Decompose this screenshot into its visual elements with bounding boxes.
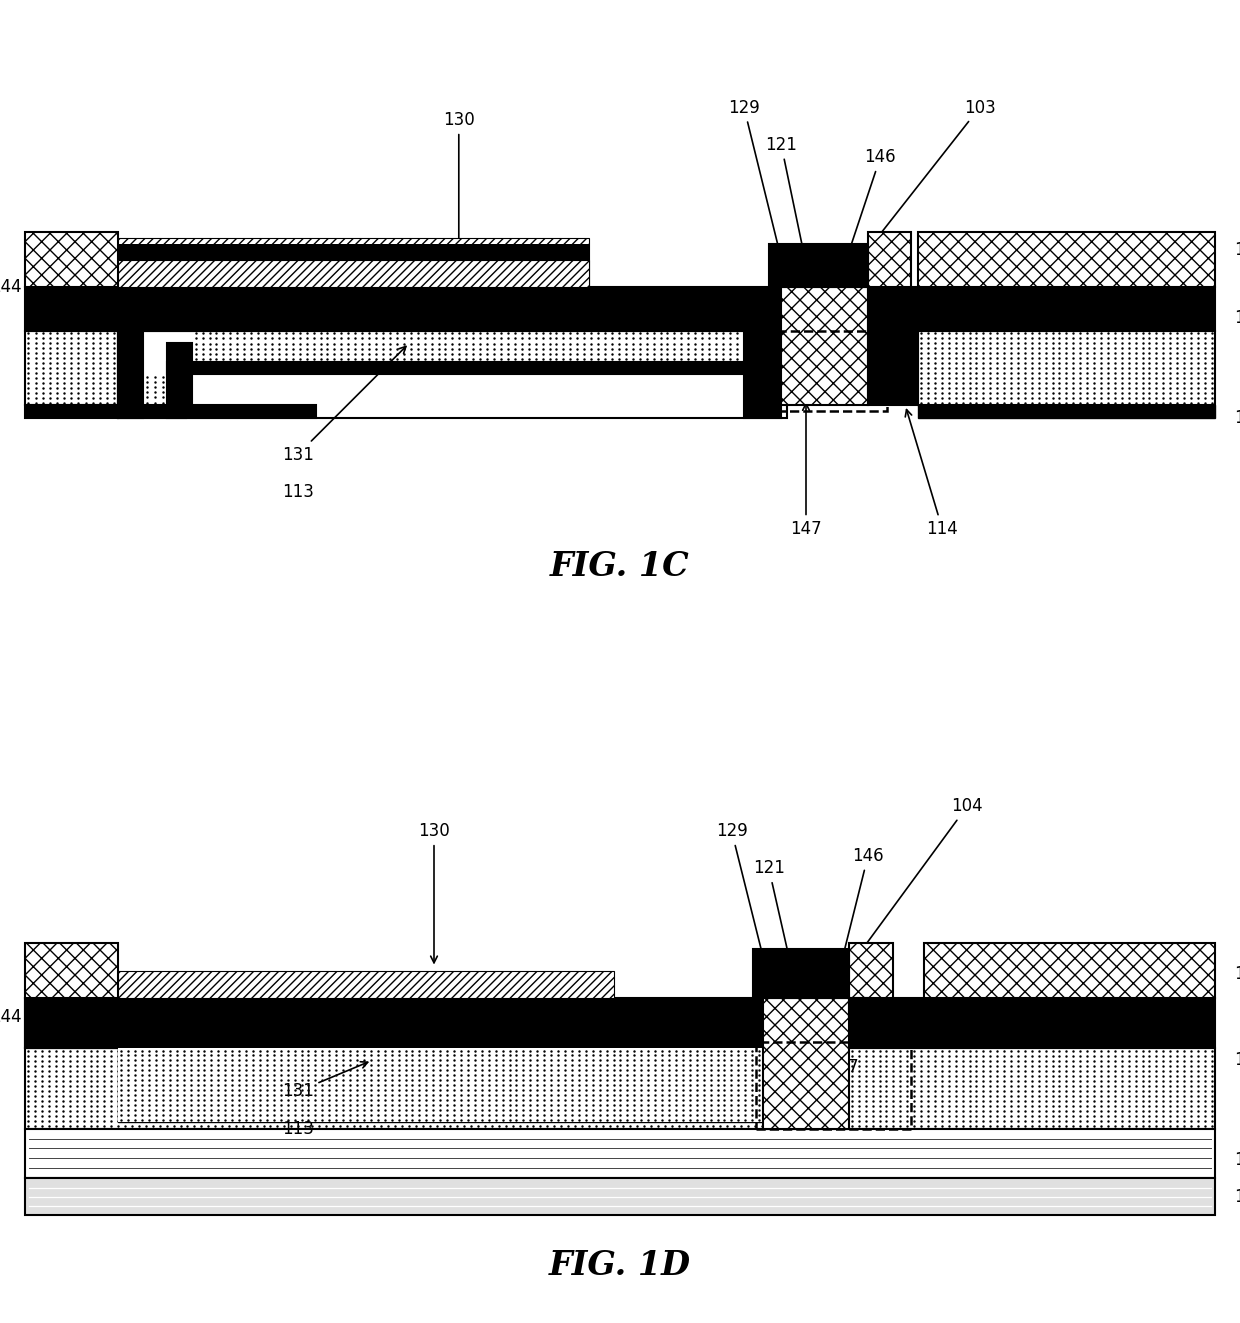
Text: 121: 121 bbox=[753, 859, 801, 1000]
Text: 103: 103 bbox=[846, 98, 996, 278]
Bar bbox=[25, 287, 118, 331]
Bar bbox=[763, 999, 849, 1129]
Bar bbox=[118, 243, 589, 261]
Text: 144: 144 bbox=[0, 278, 22, 296]
Text: 113: 113 bbox=[281, 1119, 314, 1138]
Bar bbox=[192, 331, 775, 361]
Bar bbox=[744, 331, 781, 418]
Bar bbox=[25, 1179, 1215, 1216]
Bar bbox=[25, 1048, 1215, 1129]
Text: FIG. 1C: FIG. 1C bbox=[551, 550, 689, 583]
Bar bbox=[118, 405, 316, 418]
Text: 146: 146 bbox=[843, 148, 897, 265]
Bar bbox=[25, 999, 118, 1048]
Bar bbox=[118, 331, 787, 418]
Bar bbox=[25, 999, 1215, 1048]
Bar bbox=[118, 971, 614, 999]
Bar bbox=[868, 232, 911, 287]
Text: 146: 146 bbox=[837, 847, 884, 975]
Text: FIG. 1D: FIG. 1D bbox=[549, 1249, 691, 1282]
Text: 120: 120 bbox=[1234, 310, 1240, 327]
Bar bbox=[918, 287, 1215, 331]
Bar bbox=[118, 238, 589, 287]
Bar bbox=[868, 287, 918, 319]
Text: 121: 121 bbox=[765, 136, 813, 288]
Bar bbox=[849, 999, 868, 1017]
Text: 129: 129 bbox=[728, 98, 787, 279]
Bar bbox=[781, 287, 868, 405]
Bar bbox=[868, 319, 918, 405]
Text: 120: 120 bbox=[1234, 1052, 1240, 1069]
Text: 147: 147 bbox=[790, 404, 822, 538]
Bar bbox=[143, 374, 167, 405]
Bar bbox=[918, 405, 1215, 418]
Text: 114: 114 bbox=[905, 410, 959, 538]
Text: 129: 129 bbox=[715, 822, 773, 990]
Bar bbox=[118, 287, 781, 331]
Text: 113: 113 bbox=[281, 483, 314, 501]
Bar bbox=[924, 943, 1215, 999]
Text: 147: 147 bbox=[827, 1057, 859, 1106]
Text: 145: 145 bbox=[1234, 241, 1240, 259]
Bar bbox=[25, 331, 118, 405]
Text: 104: 104 bbox=[833, 798, 983, 988]
Bar bbox=[25, 405, 118, 418]
Bar bbox=[25, 943, 118, 999]
Bar bbox=[763, 331, 887, 411]
Text: 131: 131 bbox=[281, 1062, 368, 1101]
Bar bbox=[118, 1048, 763, 1122]
Bar bbox=[849, 943, 893, 999]
Bar bbox=[118, 261, 589, 287]
Bar bbox=[167, 361, 775, 374]
Bar bbox=[25, 1129, 1215, 1179]
Bar bbox=[118, 331, 143, 418]
Bar bbox=[25, 232, 118, 287]
Bar bbox=[918, 232, 1215, 287]
Bar bbox=[167, 343, 192, 405]
Text: 112: 112 bbox=[1234, 1151, 1240, 1168]
Text: 144: 144 bbox=[0, 1008, 22, 1027]
Bar bbox=[753, 949, 849, 999]
Text: 162: 162 bbox=[1234, 1188, 1240, 1205]
Text: 130: 130 bbox=[443, 111, 475, 251]
Text: 131: 131 bbox=[281, 347, 405, 464]
Bar bbox=[756, 1041, 911, 1129]
Text: 145: 145 bbox=[1234, 964, 1240, 983]
Text: 112: 112 bbox=[1234, 409, 1240, 426]
Bar bbox=[167, 405, 186, 418]
Bar bbox=[118, 1048, 763, 1122]
Bar bbox=[769, 243, 868, 287]
Bar bbox=[918, 331, 1215, 405]
Text: 130: 130 bbox=[418, 822, 450, 963]
